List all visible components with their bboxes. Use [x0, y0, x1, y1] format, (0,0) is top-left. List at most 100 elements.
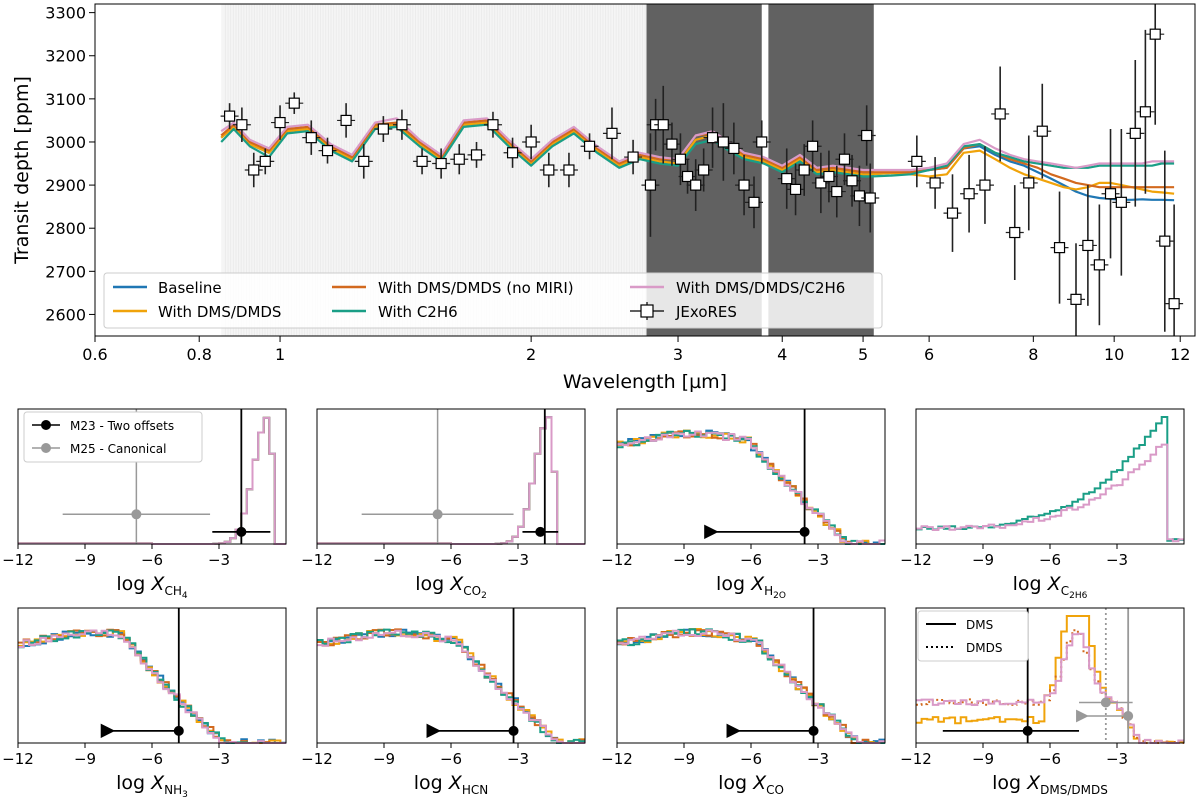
x-tick-label: −12 [601, 750, 633, 768]
posterior-panel-3: −12 −9 −6 −3 log XH2O [601, 408, 886, 601]
jexores-point [926, 157, 945, 209]
jexores-point [1066, 243, 1085, 336]
legend-label-dms: With DMS/DMDS [158, 303, 281, 321]
spectrum-panel: 0.6 0.8 1 2 3 4 5 6 8 10 1226002700280029003000310… [11, 3, 1196, 393]
x-tick-label: −9 [972, 551, 994, 569]
jexores-point [483, 111, 502, 138]
x-tick-label: −3 [208, 750, 230, 768]
jexores-point [467, 141, 486, 168]
spectrum-ticks: 0.6 0.8 1 2 3 4 5 6 8 10 1226002700280029003000310… [45, 4, 1190, 364]
jexores-point [624, 139, 643, 175]
legend-label-jexores: JExoRES [675, 303, 737, 321]
legend-label-dms-nomiri: With DMS/DMDS (no MIRI) [378, 279, 574, 297]
x-tick-label: −9 [373, 750, 395, 768]
x-tick-label: −6 [440, 750, 462, 768]
posterior-panel-1: −12 −9 −6 −3 log XCH4 [2, 408, 287, 601]
m25-point [131, 509, 142, 520]
jexores-point [686, 159, 705, 211]
legend-label-dmds-line: DMDS [966, 641, 1002, 655]
x-tick-label: −6 [1039, 750, 1061, 768]
x-tick-label: −9 [972, 750, 994, 768]
jexores-point [271, 105, 290, 140]
x-tick-label: −9 [373, 551, 395, 569]
m25-point [1100, 697, 1111, 708]
posterior-frame [915, 408, 1185, 545]
x-axis-label: log XHCN [414, 772, 488, 797]
x-axis-label: log XCH4 [116, 573, 187, 601]
legend-marker-jexores [630, 302, 664, 320]
x-tick-label: −3 [507, 750, 529, 768]
jexores-point [861, 163, 880, 233]
x-tick-label: −12 [301, 750, 333, 768]
posterior-frame [316, 607, 586, 744]
legend-label-baseline: Baseline [158, 279, 222, 297]
x-tick-label: 0.6 [82, 345, 107, 364]
jexores-point [777, 148, 796, 209]
histogram-3 [317, 628, 585, 744]
jexores-point [413, 148, 432, 175]
jexores-point [850, 165, 869, 227]
x-tick-label: −12 [601, 551, 633, 569]
m23-point [236, 526, 247, 537]
legend-label-dms-c2h6: With DMS/DMDS/C2H6 [676, 279, 845, 297]
jexores-point [432, 148, 451, 179]
x-tick-label: −3 [1106, 750, 1128, 768]
x-tick-label: −6 [740, 750, 762, 768]
model-line-1 [220, 121, 1175, 195]
jexores-point [857, 105, 876, 166]
jexores-point [1005, 185, 1024, 280]
legend-label-m25: M25 - Canonical [70, 442, 167, 456]
jexores-point [654, 85, 673, 164]
x-tick-label: −9 [74, 750, 96, 768]
x-tick-label: −3 [807, 750, 829, 768]
histogram-0 [617, 628, 885, 744]
x-tick-label: −12 [900, 750, 932, 768]
y-tick-label: 3300 [45, 4, 86, 23]
jexores-point [1019, 135, 1038, 231]
jexores-point [1165, 204, 1184, 336]
legend-marker-m25 [41, 443, 51, 453]
jexores-point [943, 174, 962, 252]
x-tick-label: 10 [1104, 345, 1124, 364]
histogram-3 [18, 629, 286, 744]
jexores-point [744, 176, 763, 229]
jexores-point [450, 144, 469, 175]
x-tick-label: 8 [1028, 345, 1038, 364]
jexores-point [1112, 129, 1131, 276]
jexores-point [975, 146, 994, 224]
x-tick-label: −3 [507, 551, 529, 569]
x-tick-label: −3 [208, 551, 230, 569]
m25-point [1123, 711, 1134, 721]
y-tick-label: 2800 [45, 219, 86, 238]
jexores-point [835, 133, 854, 186]
abundance-legend-box [23, 411, 203, 463]
y-tick-label: 2600 [45, 305, 86, 324]
jexores-point [1126, 60, 1145, 207]
x-tick-label: −12 [900, 551, 932, 569]
x-tick-label: 3 [673, 345, 683, 364]
legend-marker-m23 [41, 420, 51, 430]
jexores-point [244, 152, 263, 188]
jexores-point [1050, 191, 1069, 304]
jexores-point [232, 107, 251, 142]
x-axis-label: log XH2O [716, 573, 786, 601]
histogram-2 [18, 628, 286, 744]
posterior-panel-4: −12 −9 −6 −3 log XC2H6 [900, 408, 1185, 601]
x-tick-label: −12 [2, 551, 34, 569]
jexores-point [678, 159, 697, 194]
histogram-3 [916, 416, 1184, 542]
jexores-point [641, 133, 660, 237]
jexores-point [811, 152, 830, 214]
jexores-point [354, 144, 373, 179]
y-axis-label: Transit depth [ppm] [11, 76, 33, 265]
jexores-point [318, 137, 337, 164]
jexores-point [735, 154, 754, 216]
posterior-panel-2: −12 −9 −6 −3 log XCO2 [301, 408, 586, 601]
x-tick-label: −6 [740, 551, 762, 569]
jexores-point [539, 152, 558, 188]
x-tick-label: −12 [301, 551, 333, 569]
x-tick-label: 1 [275, 345, 285, 364]
x-axis-label: log XCO [718, 772, 784, 797]
jexores-point [786, 163, 805, 216]
